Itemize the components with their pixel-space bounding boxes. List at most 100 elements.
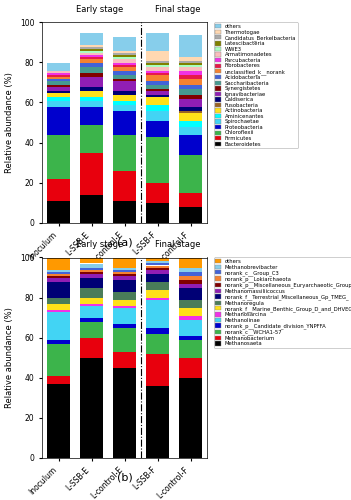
Bar <box>113 300 136 306</box>
Bar <box>179 66 202 70</box>
Bar <box>113 368 136 458</box>
Bar <box>146 96 169 104</box>
Bar <box>47 270 70 272</box>
Bar <box>113 270 136 272</box>
Bar <box>179 272 202 276</box>
Bar <box>80 46 103 48</box>
Bar <box>146 50 169 60</box>
Bar <box>146 182 169 203</box>
Bar <box>80 86 103 90</box>
Bar <box>146 300 169 328</box>
Bar <box>179 320 202 336</box>
Bar <box>80 54 103 56</box>
Bar <box>113 274 136 276</box>
Bar <box>47 100 70 106</box>
Bar <box>80 298 103 304</box>
Bar <box>146 264 169 266</box>
Bar <box>146 72 169 74</box>
Bar <box>113 280 136 291</box>
Bar <box>47 178 70 201</box>
Bar <box>80 268 103 270</box>
Bar <box>80 270 103 272</box>
Bar <box>146 104 169 110</box>
Bar <box>146 94 169 96</box>
Bar <box>80 96 103 100</box>
Bar <box>113 200 136 222</box>
Bar <box>80 90 103 96</box>
Bar <box>179 88 202 94</box>
Bar <box>47 62 70 70</box>
Bar <box>47 312 70 340</box>
Bar <box>146 354 169 386</box>
Bar <box>179 62 202 64</box>
Bar <box>80 358 103 458</box>
Bar <box>179 280 202 283</box>
Bar <box>146 328 169 334</box>
Bar <box>179 106 202 110</box>
Bar <box>113 78 136 80</box>
Bar <box>179 98 202 106</box>
Bar <box>80 106 103 124</box>
Bar <box>47 74 70 76</box>
Bar <box>113 272 136 274</box>
Bar <box>113 328 136 351</box>
Bar <box>179 78 202 84</box>
Bar <box>113 268 136 270</box>
Bar <box>113 80 136 90</box>
Bar <box>146 110 169 120</box>
Bar <box>47 92 70 96</box>
Bar <box>80 306 103 318</box>
Bar <box>113 66 136 70</box>
Bar <box>80 76 103 86</box>
Bar <box>47 282 70 298</box>
Bar <box>179 378 202 458</box>
Bar <box>179 300 202 308</box>
Bar <box>113 134 136 170</box>
Bar <box>80 48 103 50</box>
Bar <box>80 44 103 46</box>
Bar <box>146 74 169 80</box>
Bar <box>113 56 136 58</box>
Bar <box>80 58 103 62</box>
Text: (a): (a) <box>117 238 132 248</box>
Bar <box>146 290 169 298</box>
Bar <box>146 62 169 64</box>
Bar <box>146 282 169 290</box>
Bar <box>179 112 202 120</box>
Bar <box>47 310 70 312</box>
Bar <box>146 266 169 268</box>
Bar <box>179 120 202 126</box>
Bar <box>47 258 70 270</box>
Bar <box>80 32 103 44</box>
Bar <box>47 90 70 92</box>
Y-axis label: Relative abundance (%): Relative abundance (%) <box>5 72 14 173</box>
Bar <box>47 70 70 72</box>
Bar <box>146 268 169 270</box>
Bar <box>80 278 103 287</box>
Bar <box>146 136 169 182</box>
Bar <box>146 90 169 94</box>
Bar <box>113 54 136 56</box>
Bar <box>113 104 136 110</box>
Bar <box>47 298 70 304</box>
Bar <box>80 304 103 306</box>
Bar <box>80 322 103 338</box>
Text: Final stage: Final stage <box>155 240 200 250</box>
Bar <box>179 308 202 316</box>
Bar <box>47 78 70 80</box>
Bar <box>146 60 169 62</box>
Bar <box>179 94 202 98</box>
Bar <box>80 258 103 264</box>
Bar <box>179 64 202 66</box>
Bar <box>113 36 136 51</box>
Bar <box>146 298 169 300</box>
Bar <box>179 154 202 192</box>
Bar <box>113 62 136 64</box>
Bar <box>113 324 136 328</box>
Bar <box>146 274 169 281</box>
Bar <box>80 264 103 268</box>
Bar <box>179 134 202 154</box>
Text: Final stage: Final stage <box>155 6 200 15</box>
Bar <box>146 88 169 90</box>
Bar <box>47 96 70 100</box>
